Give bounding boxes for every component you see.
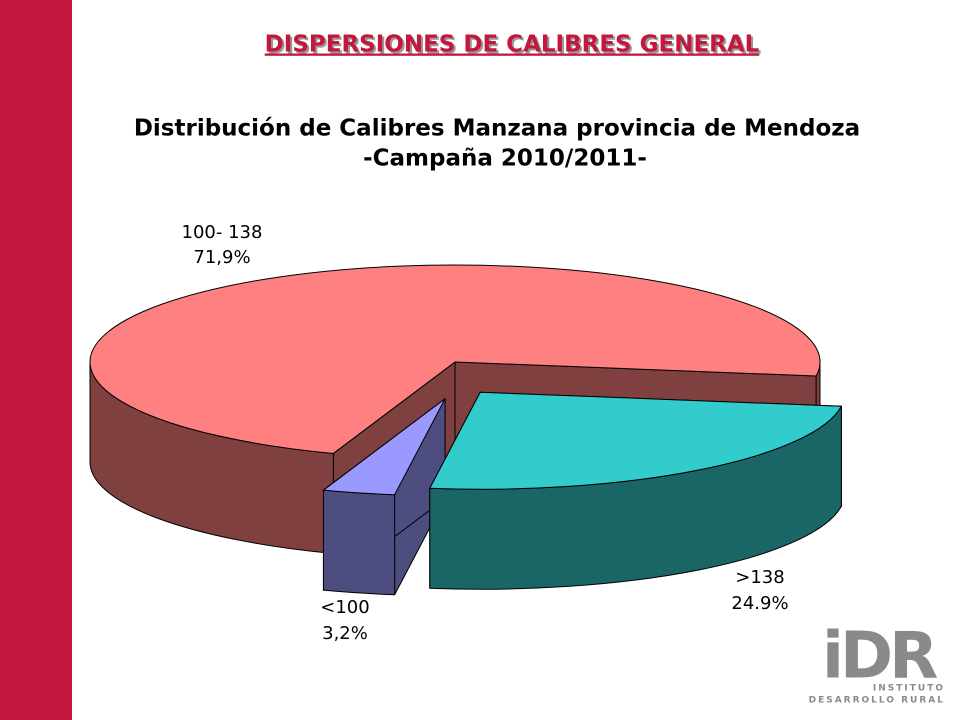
slice-wall xyxy=(322,489,396,596)
slice-label: 100- 138 xyxy=(182,222,263,243)
slice-value-label: 24.9% xyxy=(731,593,788,614)
slice-top xyxy=(322,398,446,496)
slice-top xyxy=(428,391,843,490)
logo-line2: DESARROLLO RURAL xyxy=(809,696,945,706)
pie: >138 24.9% <100 3,2% 100- 138 71,9% xyxy=(89,222,843,644)
chart-title: Distribución de Calibres Manzana provinc… xyxy=(134,116,860,142)
side-bar xyxy=(0,0,72,720)
slice-value-label: 3,2% xyxy=(322,623,368,644)
slide-title: DISPERSIONES DE CALIBRES GENERAL xyxy=(265,32,760,58)
slice-label: >138 xyxy=(735,567,784,588)
logo-line1: INSTITUTO xyxy=(873,684,945,694)
slide-title-shadow: DISPERSIONES DE CALIBRES GENERAL xyxy=(267,34,762,60)
slice-value-label: 71,9% xyxy=(193,247,250,268)
logo: iDR INSTITUTO DESARROLLO RURAL xyxy=(809,620,945,706)
logo-mark: iDR xyxy=(822,620,937,694)
slice-top xyxy=(89,264,821,454)
chart-subtitle: -Campaña 2010/2011- xyxy=(363,146,647,172)
slice-label: <100 xyxy=(320,597,369,618)
